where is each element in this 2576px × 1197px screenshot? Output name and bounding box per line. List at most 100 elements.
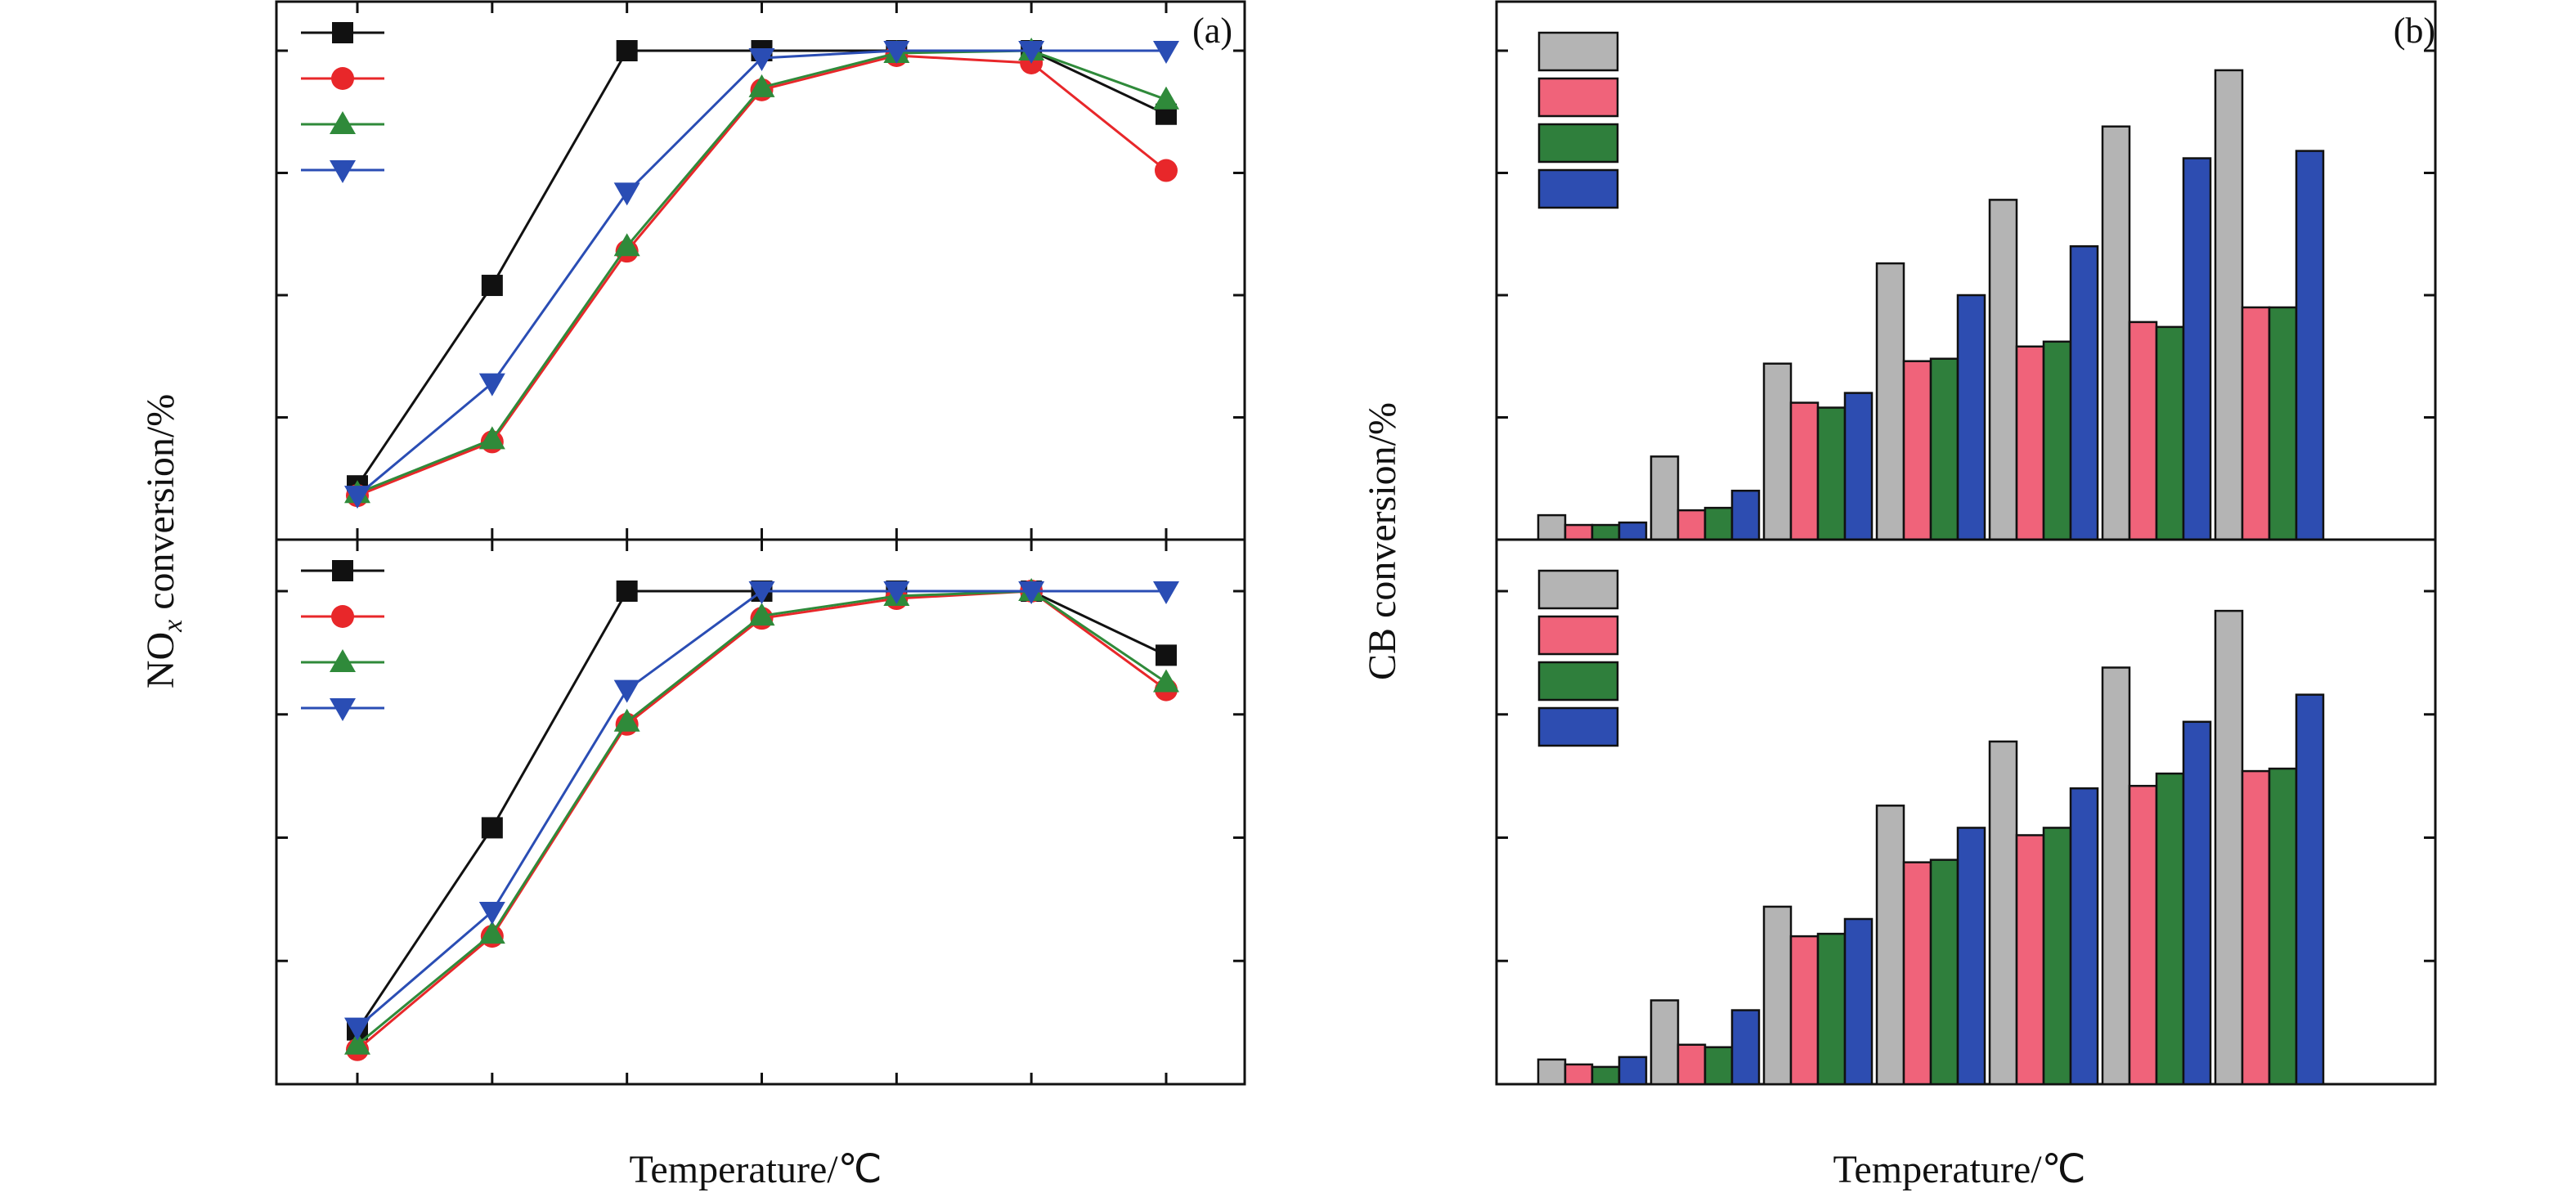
- legend-marker: [330, 160, 356, 183]
- bar-ZO2−W-400: [2155, 772, 2185, 1086]
- series-line-ZC2: [357, 54, 1167, 497]
- bar-Fresh-250: [1762, 905, 1793, 1086]
- bar-ZO2−W-250: [1816, 932, 1847, 1086]
- legend-swatch: [1537, 661, 1619, 702]
- legend-marker: [332, 22, 353, 43]
- bar-ZO2-450: [2241, 769, 2271, 1086]
- bar-Fresh-300: [1875, 805, 1905, 1086]
- bar-ZC2−W-150: [1591, 523, 1621, 541]
- bar-Fresh-450: [2214, 69, 2244, 541]
- bar-ZC2-250: [1789, 401, 1820, 541]
- series-line-ZC2−A: [357, 49, 1166, 497]
- bar-ZC2−A-450: [2295, 150, 2325, 541]
- panel-b-x-axis-label: Temperature/℃: [1833, 1148, 2085, 1191]
- bar-Fresh-150: [1537, 1058, 1567, 1086]
- bar-ZC2-150: [1564, 523, 1594, 541]
- bar-Fresh-250: [1762, 362, 1793, 541]
- bar-ZO2-350: [2015, 834, 2045, 1086]
- panel-a-top-plot: [275, 0, 1246, 541]
- bar-ZO2-200: [1676, 1043, 1707, 1086]
- bar-ZC2−A-200: [1730, 489, 1761, 541]
- bar-ZC2-400: [2128, 321, 2158, 541]
- data-point-Fresh: [616, 581, 638, 602]
- panel-a-y-axis-label-main: NO: [139, 632, 182, 688]
- legend-marker: [330, 111, 356, 134]
- bar-ZO2−A-450: [2295, 693, 2325, 1086]
- bar-ZC2-350: [2015, 345, 2045, 541]
- bar-Fresh-450: [2214, 609, 2244, 1086]
- data-point-ZC2−A: [1153, 41, 1179, 64]
- panel-a-tag: (a): [1192, 11, 1232, 51]
- bar-ZO2−W-300: [1929, 859, 1959, 1086]
- data-point-ZC2−W: [478, 426, 505, 450]
- bar-Fresh-200: [1649, 455, 1680, 541]
- panel-b-top-plot: [1495, 0, 2437, 541]
- series-line-ZO2−A: [357, 590, 1166, 1029]
- data-point-ZC2−A: [748, 47, 775, 71]
- bar-ZO2−A-200: [1730, 1009, 1761, 1086]
- data-point-ZO2−A: [344, 1017, 370, 1041]
- bar-ZO2−A-400: [2182, 720, 2212, 1086]
- data-point-Fresh: [481, 817, 503, 839]
- bar-Fresh-400: [2101, 125, 2131, 541]
- legend-marker: [331, 67, 354, 90]
- bar-ZC2−W-200: [1703, 506, 1734, 541]
- bar-ZO2−A-300: [1956, 827, 1986, 1086]
- bar-ZC2-300: [1902, 360, 1932, 541]
- bar-ZC2−W-400: [2155, 325, 2185, 541]
- panel-b-bottom-plot: [1495, 538, 2437, 1086]
- series-line-Fresh: [356, 49, 1167, 487]
- legend-marker: [332, 560, 353, 581]
- data-point-ZO2−A: [478, 901, 505, 925]
- bar-Fresh-350: [1988, 199, 2018, 541]
- data-point-ZC2−W: [748, 74, 775, 97]
- panel-b-y-axis-label: CB conversion/%: [1361, 402, 1404, 680]
- bar-ZC2-200: [1676, 509, 1707, 541]
- bar-ZC2−W-300: [1929, 357, 1959, 541]
- data-point-ZC2−A: [883, 41, 910, 64]
- data-point-Fresh: [481, 275, 503, 297]
- legend: [301, 22, 384, 183]
- panel-b-tag: (b): [2394, 11, 2435, 51]
- bar-ZO2−W-450: [2268, 767, 2298, 1086]
- data-point-ZO2−W: [1153, 669, 1179, 693]
- data-point-ZC2−A: [344, 486, 370, 509]
- legend-swatch: [1537, 77, 1619, 118]
- panel-a: (a) NOx conversion/% Temperature/℃: [139, 0, 1246, 1191]
- legend: [1537, 31, 1619, 209]
- panel-a-y-axis-label-sub: x: [158, 620, 188, 633]
- bar-ZO2-150: [1564, 1063, 1594, 1086]
- legend-swatch: [1537, 123, 1619, 164]
- legend-marker: [330, 649, 356, 672]
- data-point-ZO2−W: [748, 603, 775, 626]
- bar-ZO2−W-350: [2042, 827, 2072, 1086]
- data-point-ZC2−W: [1153, 86, 1179, 110]
- panel-a-x-axis-label: Temperature/℃: [629, 1148, 882, 1191]
- bar-ZO2-300: [1902, 861, 1932, 1086]
- data-point-ZO2−W: [344, 1031, 370, 1055]
- data-point-ZO2−W: [478, 921, 505, 944]
- legend: [301, 560, 384, 721]
- data-point-ZO2−A: [748, 581, 775, 604]
- bar-ZC2−W-350: [2042, 340, 2072, 541]
- panel-a-bottom-plot: [275, 538, 1246, 1086]
- data-point-ZO2−A: [1018, 581, 1045, 604]
- series-line-ZC2−W: [357, 49, 1167, 495]
- bar-ZC2−A-400: [2182, 157, 2212, 541]
- bar-Fresh-300: [1875, 262, 1905, 541]
- bar-Fresh-200: [1649, 999, 1680, 1086]
- bar-ZO2-250: [1789, 935, 1820, 1086]
- bar-ZO2-400: [2128, 784, 2158, 1086]
- bar-ZC2−A-350: [2069, 244, 2099, 541]
- bar-Fresh-350: [1988, 740, 2018, 1086]
- series-line-Fresh: [356, 590, 1167, 1031]
- data-point-ZC2−A: [478, 373, 505, 397]
- bar-ZC2−W-450: [2268, 306, 2298, 541]
- panel-b: (b) CB conversion/% Temperature/℃: [1361, 0, 2437, 1191]
- data-point-ZO2−A: [1153, 581, 1179, 604]
- legend-swatch: [1537, 569, 1619, 610]
- bar-ZO2−A-150: [1618, 1056, 1648, 1086]
- legend-swatch: [1537, 31, 1619, 72]
- bar-ZC2−A-300: [1956, 294, 1986, 541]
